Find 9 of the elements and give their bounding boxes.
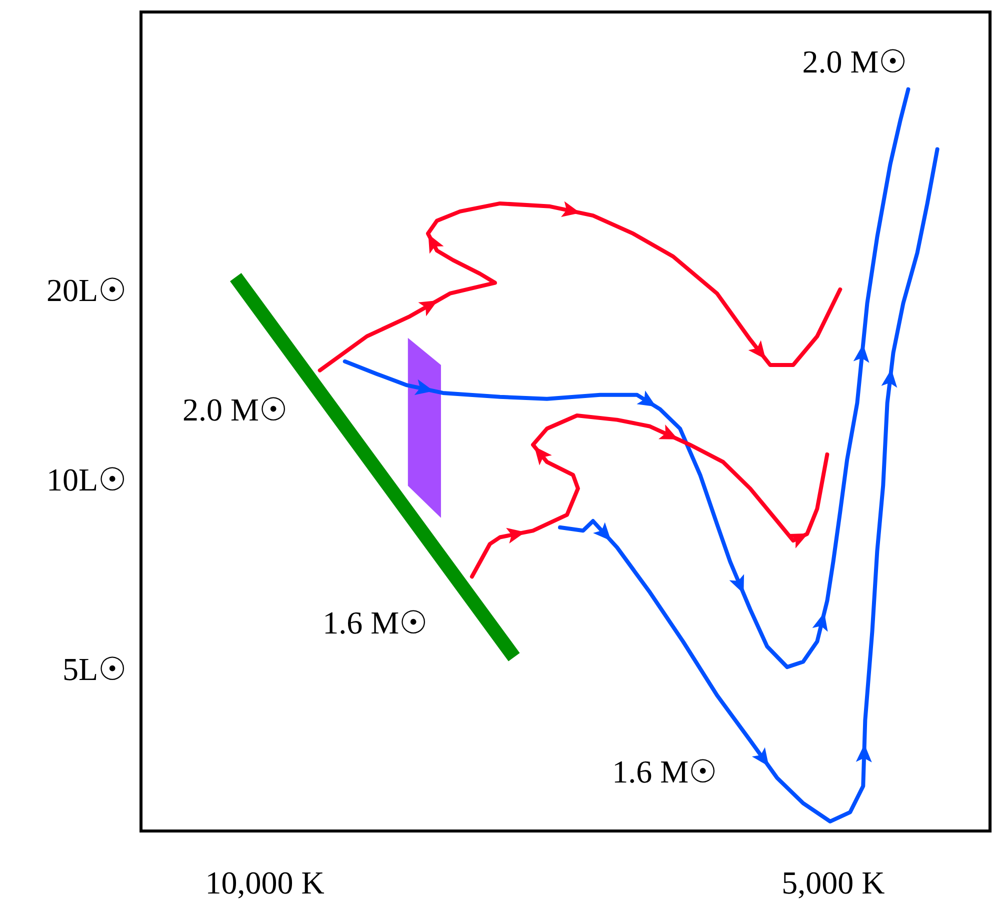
y-tick-label: 10L☉: [46, 461, 127, 498]
y-tick-label: 20L☉: [46, 272, 127, 308]
y-tick-label: 5L☉: [62, 650, 127, 687]
x-tick-label: 5,000 K: [782, 864, 885, 900]
annotation: 2.0 M☉: [802, 44, 908, 80]
annotation: 1.6 M☉: [612, 754, 718, 790]
annotation: 2.0 M☉: [182, 392, 288, 428]
x-tick-label: 10,000 K: [205, 864, 324, 900]
annotation: 1.6 M☉: [322, 604, 428, 641]
